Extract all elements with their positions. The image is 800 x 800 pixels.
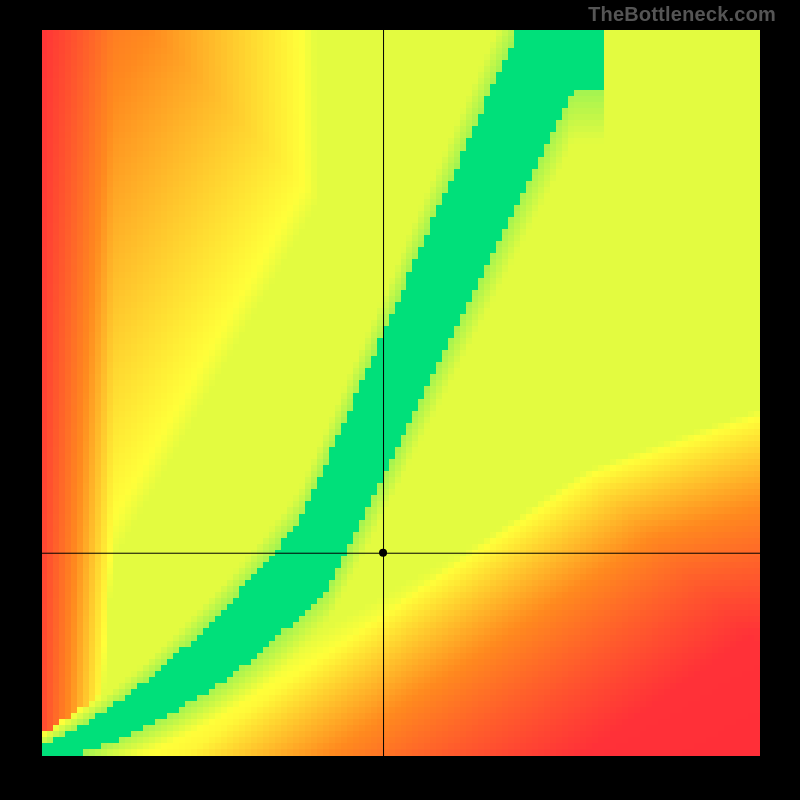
heatmap-plot — [42, 30, 760, 756]
watermark-text: TheBottleneck.com — [588, 4, 776, 27]
heatmap-canvas — [42, 30, 760, 756]
figure-container: TheBottleneck.com — [0, 0, 800, 800]
